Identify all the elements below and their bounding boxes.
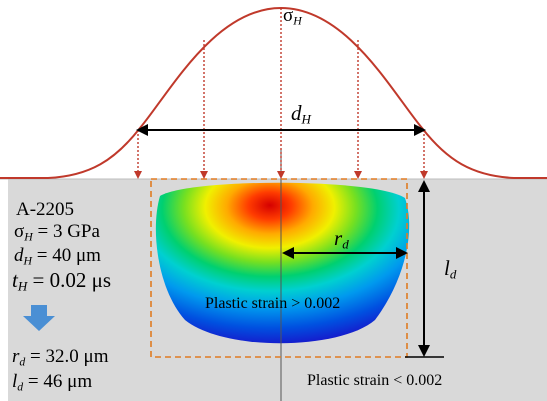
rd-result: rd = 32.0 μm: [12, 347, 108, 368]
dh-param: dH = 40 μm: [14, 246, 101, 267]
rd-arrow: [282, 247, 408, 259]
rd-result-sub: d: [19, 355, 26, 369]
dh-label: dH: [291, 103, 311, 126]
th-param-sym: t: [12, 268, 18, 292]
rd-label: rd: [334, 228, 349, 251]
ld-sub: d: [449, 266, 457, 282]
sigma-h-sub: H: [293, 14, 302, 28]
sigma-h-sym: σ: [283, 5, 294, 26]
plastic-strain-zone: [155, 182, 410, 344]
sigma-h-param: σH = 3 GPa: [14, 222, 100, 243]
result-arrow: [23, 305, 55, 331]
ld-sym: l: [444, 256, 450, 280]
th-param: tH = 0.02 μs: [12, 270, 111, 293]
plastic-strain-lt-label: Plastic strain < 0.002: [307, 372, 443, 389]
pressure-distribution-curve: [0, 6, 547, 179]
dh-sym: d: [291, 101, 302, 125]
ld-label: ld: [444, 258, 456, 281]
material-name: A-2205: [16, 199, 75, 220]
plastic-zone-bounding-box: [150, 178, 408, 358]
rd-sub: d: [342, 236, 349, 252]
ld-result-value: = 46 μm: [23, 371, 93, 392]
dH-arrow: [136, 124, 426, 136]
dh-sub: H: [301, 111, 311, 127]
th-param-sub: H: [17, 278, 28, 294]
rd-sym: r: [334, 226, 343, 250]
sigma-h-param-sym: σ: [14, 221, 25, 242]
ld-arrow: [405, 180, 444, 358]
sigma-h-label: σH: [283, 6, 302, 27]
dh-param-sym: d: [14, 245, 24, 266]
ld-result-sym: l: [12, 371, 18, 392]
rd-result-sym: r: [12, 346, 20, 367]
dh-param-sub: H: [23, 254, 33, 268]
pressure-arrows: [134, 8, 428, 179]
rd-result-value: = 32.0 μm: [25, 346, 109, 367]
plastic-strain-gt-label: Plastic strain > 0.002: [205, 295, 341, 312]
dh-param-value: = 40 μm: [32, 245, 101, 266]
th-param-value: = 0.02 μs: [27, 268, 112, 292]
sigma-h-param-value: = 3 GPa: [32, 221, 100, 242]
ld-result-sub: d: [17, 380, 24, 394]
ld-result: ld = 46 μm: [12, 372, 92, 393]
sigma-h-param-sub: H: [24, 230, 33, 244]
